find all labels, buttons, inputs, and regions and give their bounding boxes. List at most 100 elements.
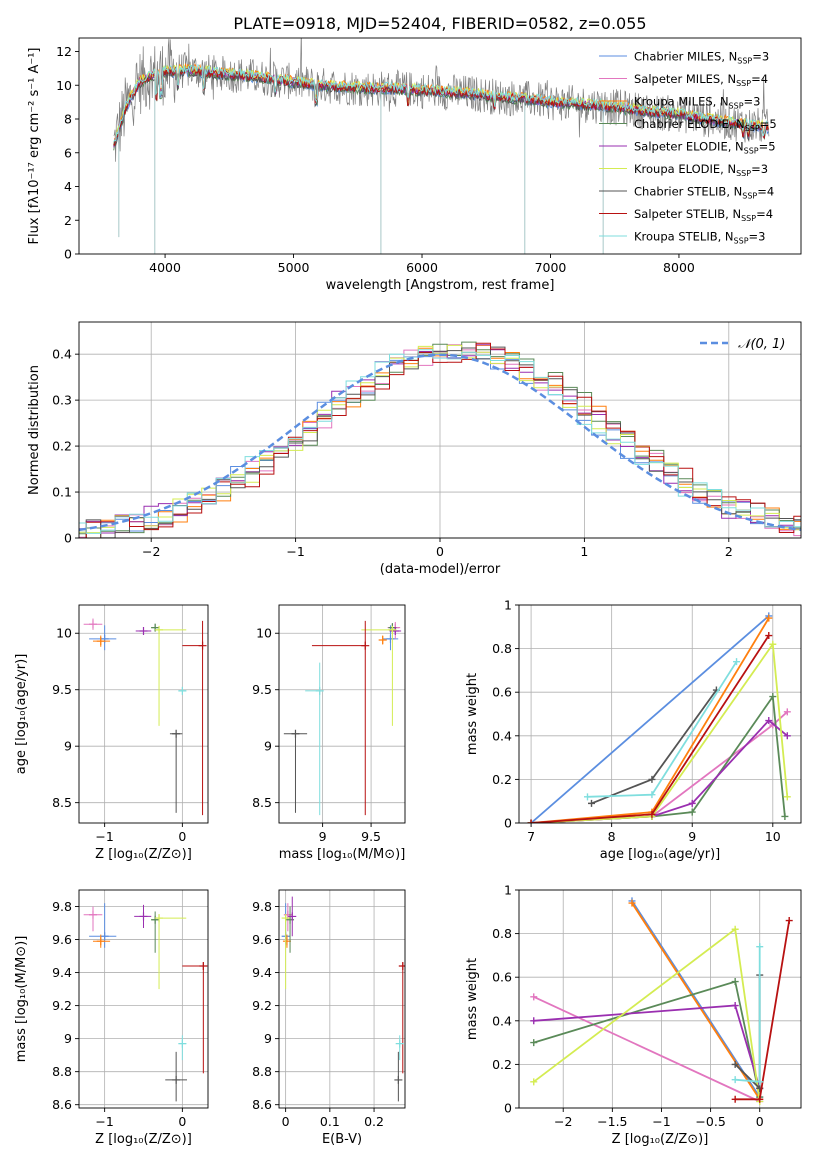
age_vs_Z-frame: −1 0 8.5 9 9.5 10 Z [log₁₀(Z/Z⊙)] age [log₁₀(ag… <box>14 604 209 862</box>
legend-label-sub: SSP <box>729 102 744 111</box>
y-tick-label: 9.2 <box>52 998 72 1013</box>
age_vs_Z-plot-area <box>83 618 207 816</box>
chabrier_stelib-marker <box>172 1075 181 1084</box>
salpeter_stelib-point <box>731 1095 739 1103</box>
y-tick-label: 9 <box>264 1031 272 1046</box>
y-tick-label: 8.6 <box>52 1097 72 1112</box>
legend-label-sub: SSP <box>741 214 756 223</box>
x-tick-label: 9 <box>688 829 696 844</box>
kroupa_stelib-point <box>583 793 591 801</box>
residuals-plot-area <box>79 341 801 538</box>
kroupa_elodie-marker <box>281 914 290 923</box>
mass_vs_Z-plot-area <box>83 903 208 1102</box>
chabrier_miles-series-line <box>631 900 761 1098</box>
salpeter_elodie-point <box>783 732 791 740</box>
y-tick-label: 1 <box>504 883 512 898</box>
legend-label-text: Kroupa MILES, N <box>634 95 729 109</box>
chabrier_elodie-series-line <box>533 980 761 1098</box>
chabrier_elodie-point <box>530 1039 538 1047</box>
legend-label-n: =3 <box>749 230 766 244</box>
legend-label-n: =4 <box>756 207 773 221</box>
salpeter_miles-point <box>530 993 538 1001</box>
salpeter_stelib-point <box>765 632 773 640</box>
spectrum-frame: 4000 5000 6000 7000 8000 0 2 4 6 8 10 12 wavelength … <box>27 37 802 293</box>
kroupa_elodie-marker <box>155 914 164 923</box>
y-axis-label: Flux [fλ10⁻¹⁷ erg cm⁻² s⁻¹ A⁻¹] <box>27 48 42 245</box>
axes-frame <box>518 889 802 1109</box>
y-tick-label: 0.4 <box>52 347 72 362</box>
legend-label-sub: SSP <box>742 192 757 201</box>
y-axis-label: mass weight <box>465 958 480 1040</box>
salpeter_miles-series-line <box>533 995 761 1103</box>
legend-label-text: Chabrier STELIB, N <box>634 185 742 199</box>
salpeter_elodie-point <box>765 717 773 725</box>
legend-label-sub: SSP <box>736 79 751 88</box>
x-tick-label: 7 <box>527 829 535 844</box>
salpeter_stelib-residual-histogram <box>79 342 801 538</box>
y-tick-label: 0.6 <box>492 970 512 985</box>
chabrier_stelib-point <box>731 1060 739 1068</box>
gaussian-reference-line <box>79 353 801 532</box>
mass_vs_Z-axes <box>79 890 208 1108</box>
legend-label-chabrier_stelib: Chabrier STELIB, NSSP=4 <box>634 185 774 201</box>
x-tick-label: 0 <box>178 829 186 844</box>
kroupa_elodie-series-line <box>531 641 789 823</box>
axes-frame <box>278 889 406 1109</box>
legend-label-kroupa_miles: Kroupa MILES, NSSP=3 <box>634 95 760 111</box>
salpeter_elodie-marker <box>139 912 148 921</box>
y-tick-label: 9.6 <box>52 932 72 947</box>
x-axis-label: Z [log₁₀(Z/Z⊙)] <box>612 1132 709 1147</box>
y-tick-label: 8.5 <box>252 795 272 810</box>
x-axis-label: E(B-V) <box>322 1132 362 1147</box>
spectrum-plot-area <box>113 38 770 254</box>
y-tick-label: 4 <box>64 179 72 194</box>
chabrier_elodie-point <box>731 978 739 986</box>
x-axis-label: (data-model)/error <box>380 562 501 577</box>
kroupa_stelib-marker <box>178 1039 187 1048</box>
x-tick-label: 4000 <box>149 260 181 275</box>
y-tick-label: 9.4 <box>252 965 272 980</box>
salpeter_miles-marker <box>88 620 97 629</box>
x-tick-label: −0.5 <box>695 1114 725 1129</box>
chabrier_elodie-residual-histogram <box>79 341 801 535</box>
kroupa_elodie-point <box>783 793 791 801</box>
legend-label-n: =4 <box>751 72 768 86</box>
age_vs_Z-axes <box>79 605 208 823</box>
chabrier_stelib-series-line <box>591 689 718 805</box>
y-tick-label: 0.3 <box>52 393 72 408</box>
chabrier_elodie-point <box>781 812 789 820</box>
mass_vs_EBV-frame: 0 0.1 0.2 8.6 8.8 9 9.2 9.4 9.6 9.8 E(B-V) <box>252 889 406 1147</box>
y-tick-label: 8.8 <box>252 1064 272 1079</box>
x-tick-label: −1 <box>95 1114 113 1129</box>
chabrier_elodie-marker <box>151 915 160 924</box>
x-tick-label: 8000 <box>663 260 695 275</box>
legend-label-salpeter_elodie: Salpeter ELODIE, NSSP=5 <box>634 140 776 156</box>
y-axis-label: age [log₁₀(age/yr)] <box>14 654 29 775</box>
chabrier_stelib-residual-histogram <box>79 346 801 538</box>
x-tick-label: −1 <box>286 544 304 559</box>
chabrier_elodie-point <box>688 808 696 816</box>
chabrier_miles-marker <box>100 932 109 941</box>
salpeter_stelib-marker <box>398 961 405 970</box>
x-tick-label: 10 <box>765 829 781 844</box>
legend-label-n: =3 <box>744 95 761 109</box>
massweight_vs_Z-frame: −2 −1.5 −1 −0.5 0 0 0.2 0.4 0.6 0.8 1 Z [log₁₀(Z/Z⊙… <box>465 883 802 1147</box>
chabrier_stelib-point <box>648 775 656 783</box>
axes-frame <box>78 37 802 255</box>
y-tick-label: 0.2 <box>492 772 512 787</box>
legend-label-n: =4 <box>757 185 774 199</box>
y-tick-label: 8.6 <box>252 1097 272 1112</box>
x-tick-label: −2 <box>554 1114 572 1129</box>
x-tick-label: −1 <box>95 829 113 844</box>
y-tick-label: 0 <box>64 247 72 262</box>
kroupa_miles-marker <box>96 637 105 646</box>
y-tick-label: 9 <box>264 739 272 754</box>
kroupa_elodie-point <box>731 925 739 933</box>
y-tick-label: 8.5 <box>52 795 72 810</box>
kroupa_miles-point <box>628 899 636 907</box>
salpeter_stelib-marker <box>361 641 370 650</box>
y-tick-label: 0.8 <box>492 641 512 656</box>
massweight_vs_Z-axes <box>519 889 801 1109</box>
chabrier_stelib-marker <box>291 729 300 738</box>
